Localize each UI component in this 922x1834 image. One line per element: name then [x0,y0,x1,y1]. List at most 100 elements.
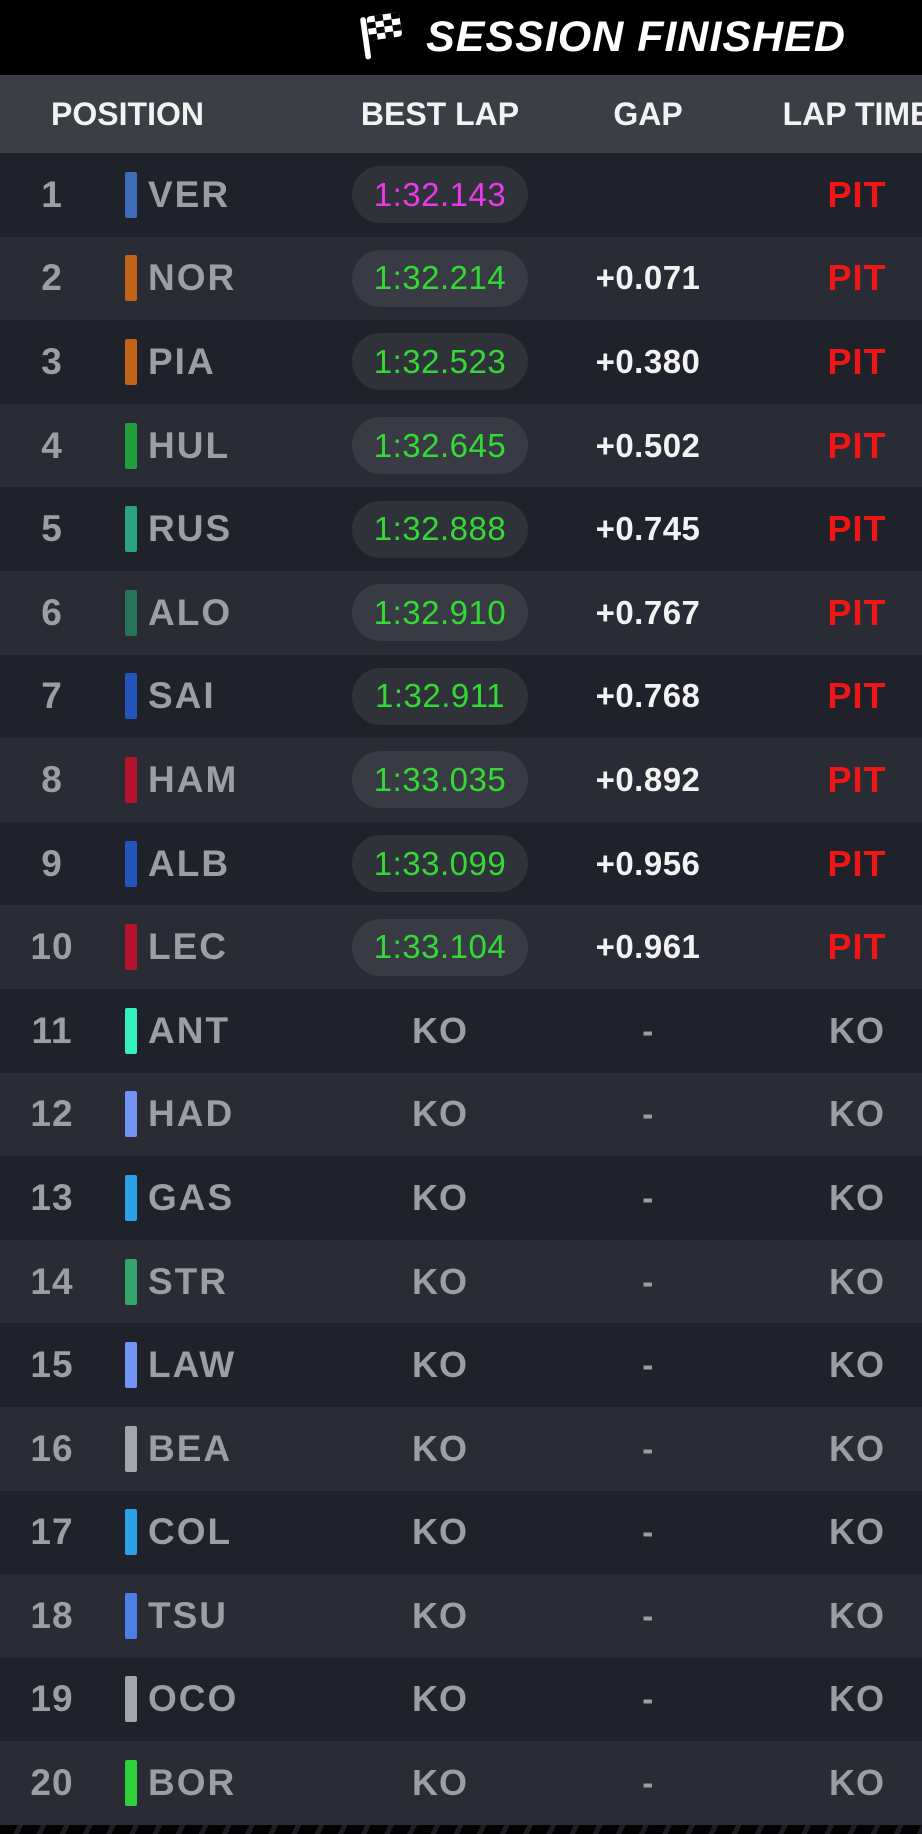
best-lap-pill: 1:32.910 [352,584,528,642]
position-cell: 15 [0,1344,104,1386]
gap-value: - [642,1596,654,1634]
best-lap-value: KO [412,1762,468,1804]
gap-value: +0.380 [595,342,701,380]
lap-time-value: PIT [827,926,887,968]
gap-value: +0.961 [595,928,701,966]
lap-time-value: KO [829,1176,885,1218]
best-lap-pill: KO [352,1587,528,1644]
best-lap-cell: 1:32.143 [330,166,550,224]
position-cell: 3 [0,341,104,383]
lap-time-cell: PIT [746,257,922,299]
driver-code: HAM [148,758,239,800]
team-color-bar [125,1007,137,1054]
driver-code: TSU [148,1594,228,1636]
team-cell [104,255,148,302]
session-status-bar: SESSION FINISHED [0,0,922,75]
driver-code: COL [148,1511,233,1553]
driver-code: ALB [148,842,231,884]
lap-time-cell: PIT [746,759,922,801]
team-cell [104,1676,148,1723]
gap-value: - [642,1178,654,1216]
driver-code: OCO [148,1678,239,1720]
table-row: 4 HUL 1:32.645 +0.502 PIT [0,403,922,488]
position-number: 6 [41,591,63,633]
gap-value: +0.956 [595,844,701,882]
driver-cell: ALO [148,592,330,634]
lap-time-value: KO [829,1678,885,1720]
best-lap-cell: KO [330,1755,550,1812]
best-lap-value: 1:33.104 [373,928,507,966]
position-cell: 7 [0,675,104,717]
best-lap-cell: 1:32.645 [330,417,550,475]
driver-code: ALO [148,591,233,633]
position-number: 7 [41,675,63,717]
team-cell [104,840,148,887]
best-lap-pill: KO [352,1086,528,1143]
driver-cell: HAM [148,759,330,801]
driver-cell: HAD [148,1093,330,1135]
position-number: 18 [30,1594,74,1636]
lap-time-value: PIT [827,591,887,633]
team-cell [104,589,148,636]
gap-cell: - [550,1597,746,1635]
driver-cell: SAI [148,675,330,717]
position-number: 9 [41,842,63,884]
driver-cell: OCO [148,1678,330,1720]
team-color-bar [125,338,137,385]
table-row: 13 GAS KO - KO [0,1156,922,1240]
best-lap-cell: 1:32.911 [330,667,550,725]
position-number: 13 [30,1176,74,1218]
driver-cell: COL [148,1511,330,1553]
best-lap-value: 1:33.035 [373,760,507,798]
team-cell [104,673,148,720]
driver-cell: STR [148,1261,330,1303]
table-row: 2 NOR 1:32.214 +0.071 PIT [0,236,922,321]
best-lap-cell: KO [330,1169,550,1226]
team-cell [104,1258,148,1305]
gap-value: - [642,1346,654,1384]
team-color-bar [125,1676,137,1723]
best-lap-pill: 1:32.888 [352,500,528,558]
table-row: 12 HAD KO - KO [0,1072,922,1157]
best-lap-value: 1:32.888 [373,510,507,548]
driver-cell: RUS [148,508,330,550]
driver-code: HUL [148,424,231,466]
gap-cell: - [550,1346,746,1384]
driver-cell: NOR [148,257,330,299]
position-number: 3 [41,340,63,382]
position-number: 14 [30,1260,74,1302]
position-cell: 12 [0,1093,104,1135]
gap-cell: +0.961 [550,928,746,966]
best-lap-pill: KO [352,1671,528,1728]
best-lap-value: KO [412,1009,468,1051]
best-lap-cell: KO [330,1086,550,1143]
best-lap-pill: 1:33.104 [352,918,528,976]
lap-time-cell: KO [746,1762,922,1804]
position-cell: 16 [0,1428,104,1470]
gap-value: - [642,1429,654,1467]
team-color-bar [125,255,137,302]
team-cell [104,924,148,971]
gap-value: +0.768 [595,677,701,715]
gap-value: +0.892 [595,760,701,798]
lap-time-value: PIT [827,257,887,299]
team-cell [104,1091,148,1138]
gap-cell: +0.380 [550,343,746,381]
best-lap-cell: KO [330,1337,550,1394]
lap-time-cell: KO [746,1344,922,1386]
team-color-bar [125,1425,137,1472]
best-lap-cell: 1:32.214 [330,249,550,307]
team-color-bar [125,1509,137,1556]
best-lap-value: KO [412,1344,468,1386]
best-lap-value: KO [412,1093,468,1135]
driver-code: LAW [148,1344,237,1386]
position-number: 8 [41,758,63,800]
position-cell: 20 [0,1762,104,1804]
team-cell [104,1760,148,1807]
table-row: 1 VER 1:32.143 PIT [0,153,922,237]
best-lap-cell: 1:33.035 [330,751,550,809]
team-color-bar [125,506,137,553]
bottom-edge-strip [0,1825,922,1834]
table-row: 14 STR KO - KO [0,1239,922,1324]
table-row: 16 BEA KO - KO [0,1406,922,1491]
